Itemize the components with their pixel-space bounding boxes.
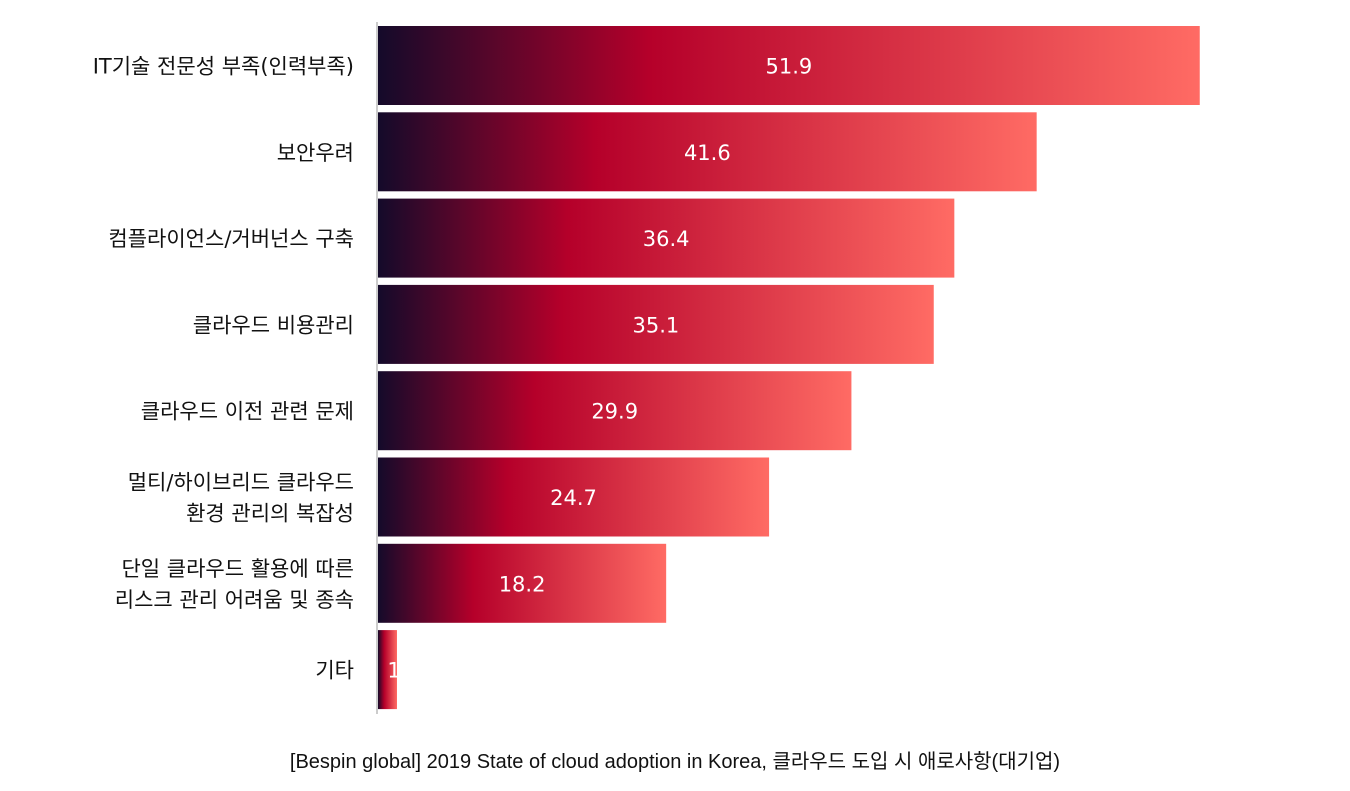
category-label: 기타 (315, 659, 354, 683)
category-label: IT기술 전문성 부족(인력부족) (93, 55, 354, 79)
data-label: 18.2 (499, 572, 546, 596)
bar (378, 198, 955, 278)
category-label: 클라우드 비용관리 (193, 313, 354, 337)
data-label: 51.9 (765, 55, 812, 79)
category-label-line: 기타 (315, 659, 354, 683)
category-label: 클라우드 이전 관련 문제 (141, 400, 354, 424)
category-label-line: 클라우드 비용관리 (193, 313, 354, 337)
category-label-line: IT기술 전문성 부족(인력부족) (93, 55, 354, 79)
category-label-line: 환경 관리의 복잡성 (186, 502, 354, 526)
category-label: 보안우려 (277, 141, 354, 165)
bar (378, 630, 397, 710)
data-label: 41.6 (684, 141, 731, 165)
data-label: 24.7 (550, 486, 597, 510)
source-caption: [Bespin global] 2019 State of cloud adop… (289, 751, 1061, 773)
bar (378, 26, 1200, 105)
category-label-line: 리스크 관리 어려움 및 종속 (115, 588, 354, 612)
bars-group (378, 26, 1200, 710)
data-label: 35.1 (632, 313, 679, 337)
bar (378, 112, 1037, 192)
category-label-line: 클라우드 이전 관련 문제 (141, 400, 354, 424)
data-label: 1 (387, 659, 400, 683)
bar (378, 457, 770, 537)
category-label-line: 보안우려 (277, 141, 354, 165)
category-label-line: 컴플라이언스/거버넌스 구축 (108, 227, 354, 251)
data-label: 36.4 (643, 227, 690, 251)
bar (378, 543, 667, 623)
data-label: 29.9 (591, 400, 638, 424)
category-label-line: 멀티/하이브리드 클라우드 (128, 471, 354, 495)
category-label: 컴플라이언스/거버넌스 구축 (108, 227, 354, 251)
bar (378, 371, 852, 451)
value-labels: 51.9 41.6 36.4 35.1 29.9 24.7 18.2 1 (387, 55, 812, 683)
category-label-line: 단일 클라우드 활용에 따른 (121, 557, 354, 581)
bar (378, 284, 934, 364)
